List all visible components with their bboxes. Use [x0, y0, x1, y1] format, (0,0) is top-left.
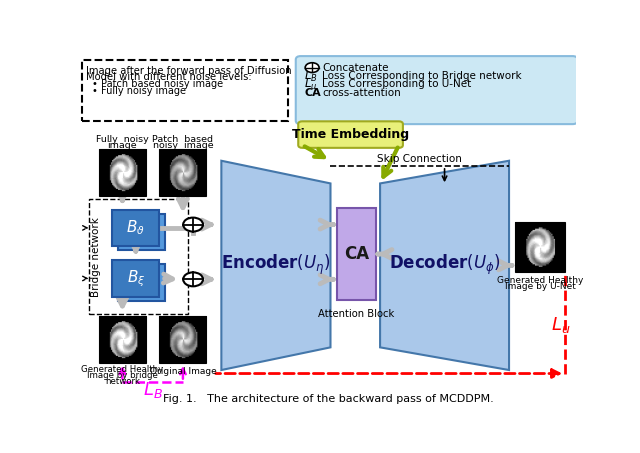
- Text: Fully  noisy: Fully noisy: [96, 135, 148, 145]
- Bar: [515, 222, 565, 272]
- Bar: [337, 208, 376, 300]
- Bar: [99, 149, 146, 196]
- Text: $B_{\xi}$: $B_{\xi}$: [127, 268, 145, 289]
- Text: Bridge network: Bridge network: [91, 217, 101, 297]
- Polygon shape: [380, 161, 509, 370]
- Text: Generated Healthy: Generated Healthy: [81, 365, 164, 374]
- Text: • Patch based noisy image: • Patch based noisy image: [92, 79, 223, 90]
- Circle shape: [305, 63, 319, 72]
- Text: $L_B$: $L_B$: [143, 380, 163, 400]
- Text: image: image: [108, 141, 137, 150]
- Text: Encoder$(U_\eta)$: Encoder$(U_\eta)$: [221, 253, 331, 278]
- Bar: [83, 60, 288, 120]
- Polygon shape: [221, 161, 330, 370]
- Bar: [159, 316, 207, 363]
- Text: Image after the forward pass of Diffusion: Image after the forward pass of Diffusio…: [86, 66, 292, 76]
- FancyBboxPatch shape: [298, 121, 403, 148]
- Text: Skip Connection: Skip Connection: [378, 154, 462, 164]
- Text: cross-attention: cross-attention: [322, 88, 401, 98]
- FancyBboxPatch shape: [296, 56, 577, 124]
- Text: CA: CA: [344, 245, 369, 263]
- Circle shape: [183, 272, 203, 286]
- Bar: [112, 210, 159, 246]
- Text: Original Image: Original Image: [150, 367, 216, 376]
- Text: $L_B$: $L_B$: [304, 68, 318, 83]
- Bar: [112, 260, 159, 297]
- Text: $B_{\vartheta}$: $B_{\vartheta}$: [126, 218, 145, 237]
- Text: Time Embedding: Time Embedding: [292, 128, 409, 141]
- Text: Generated Healthy: Generated Healthy: [497, 275, 584, 284]
- Bar: [159, 149, 207, 196]
- Bar: [118, 214, 165, 251]
- Text: Image by bridge: Image by bridge: [87, 371, 158, 380]
- Text: network: network: [105, 377, 140, 386]
- Text: • Fully noisy image: • Fully noisy image: [92, 87, 186, 96]
- Text: noisy  image: noisy image: [152, 141, 213, 150]
- Text: Concatenate: Concatenate: [322, 63, 388, 72]
- Text: Decoder$(U_\phi)$: Decoder$(U_\phi)$: [388, 253, 500, 278]
- Text: Loss Corresponding to U-Net: Loss Corresponding to U-Net: [322, 79, 471, 89]
- Text: Model with different noise levels:: Model with different noise levels:: [86, 72, 252, 82]
- Bar: [99, 316, 146, 363]
- Circle shape: [183, 217, 203, 231]
- Bar: [118, 265, 165, 301]
- Text: Loss Corresponding to Bridge network: Loss Corresponding to Bridge network: [322, 71, 522, 81]
- Text: CA: CA: [304, 88, 321, 98]
- Text: $L_u$: $L_u$: [304, 77, 317, 92]
- Text: Attention Block: Attention Block: [318, 308, 394, 318]
- Text: Image by U-Net: Image by U-Net: [505, 282, 576, 291]
- Bar: [89, 199, 188, 314]
- Text: $L_u$: $L_u$: [552, 315, 571, 335]
- Text: Patch  based: Patch based: [152, 135, 213, 145]
- Text: Fig. 1.   The architecture of the backward pass of MCDDPM.: Fig. 1. The architecture of the backward…: [163, 394, 493, 404]
